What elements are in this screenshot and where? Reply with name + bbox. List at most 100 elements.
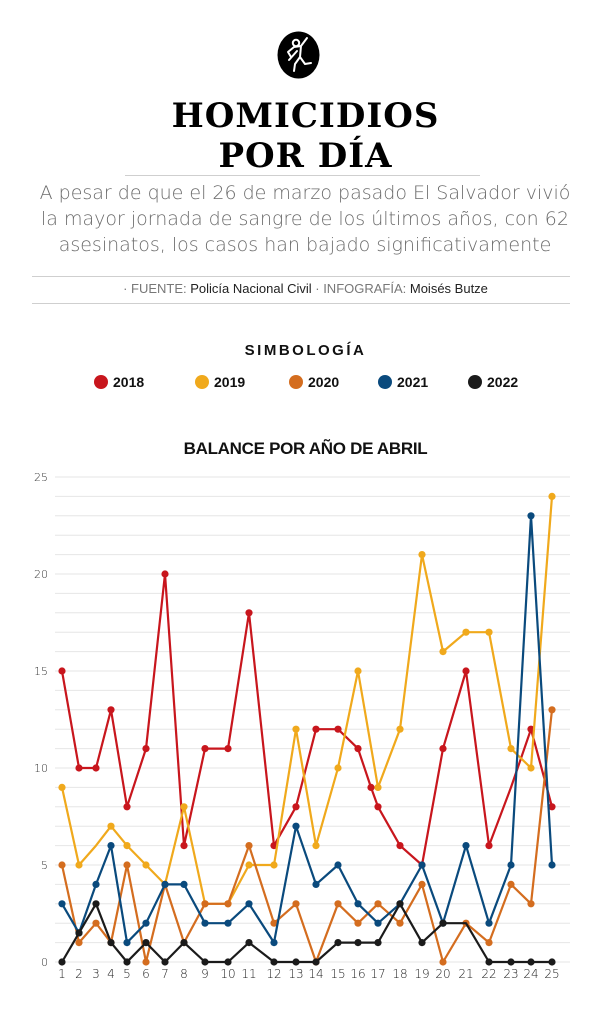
data-point-2020 (396, 919, 404, 927)
x-tick-label: 22 (481, 967, 496, 981)
data-point-2020 (527, 900, 535, 908)
data-point-2020 (224, 900, 232, 908)
legend-title: SIMBOLOGÍA (244, 342, 367, 359)
legend-label: 2018 (113, 374, 145, 390)
data-point-2022 (439, 919, 447, 927)
y-tick-label: 20 (34, 568, 48, 581)
x-tick-label: 11 (241, 967, 256, 981)
data-point-2019 (334, 764, 342, 772)
data-point-2022 (123, 958, 131, 966)
data-point-2020 (75, 939, 83, 947)
data-point-2022 (107, 939, 115, 947)
data-point-2018 (354, 745, 362, 753)
data-point-2022 (312, 958, 320, 966)
data-point-2019 (142, 861, 150, 869)
data-point-2019 (527, 764, 535, 772)
source-label: · FUENTE: (123, 281, 191, 296)
data-point-2020 (548, 706, 556, 714)
data-point-2018 (334, 725, 342, 733)
data-point-2021 (224, 919, 232, 927)
x-axis-ticks: 1 2 3 4 5 6 7 8 9 10 11 12 13 14 15 16 17 18 19 20 21 22 23 24 2… (58, 967, 559, 981)
data-point-2018 (312, 725, 320, 733)
data-point-2020 (485, 939, 493, 947)
data-point-2018 (292, 803, 300, 811)
data-point-2021 (354, 900, 362, 908)
x-tick-label: 12 (266, 967, 281, 981)
x-tick-label: 16 (350, 967, 365, 981)
x-tick-label: 3 (92, 967, 100, 981)
data-point-2020 (292, 900, 300, 908)
x-tick-label: 5 (123, 967, 131, 981)
data-point-2022 (201, 958, 209, 966)
data-point-2021 (92, 880, 100, 888)
data-point-2022 (418, 939, 426, 947)
data-point-2018 (161, 570, 169, 578)
series-2018 (58, 570, 556, 869)
data-point-2019 (75, 861, 83, 869)
y-tick-label: 0 (41, 956, 48, 969)
data-point-2020 (123, 861, 131, 869)
data-point-2020 (334, 900, 342, 908)
data-point-2018 (374, 803, 382, 811)
data-point-2021 (180, 880, 188, 888)
data-point-2022 (548, 958, 556, 966)
y-axis-ticks: 0 5 10 15 20 25 (34, 471, 48, 969)
data-point-2022 (354, 939, 362, 947)
x-tick-label: 10 (220, 967, 235, 981)
legend-label: 2021 (397, 374, 429, 390)
data-point-2020 (507, 880, 515, 888)
data-point-2020 (245, 842, 253, 850)
data-point-2021 (292, 822, 300, 830)
infographic-label: · INFOGRAFÍA: (311, 281, 410, 296)
page-title-line2: POR DÍA (218, 136, 393, 176)
legend-dot-2019 (195, 375, 209, 389)
data-point-2022 (527, 958, 535, 966)
legend-dot-2020 (289, 375, 303, 389)
x-tick-label: 19 (414, 967, 429, 981)
legend-label: 2022 (487, 374, 519, 390)
body-outline-icon (277, 31, 320, 79)
x-tick-label: 8 (180, 967, 188, 981)
data-point-2018 (123, 803, 131, 811)
subtitle: A pesar de que el 26 de marzo pasado El … (39, 182, 571, 256)
data-point-2021 (270, 939, 278, 947)
series-2022 (58, 900, 556, 966)
data-point-2021 (58, 900, 66, 908)
data-point-2022 (245, 939, 253, 947)
x-tick-label: 1 (58, 967, 66, 981)
data-point-2020 (354, 919, 362, 927)
data-point-2021 (123, 939, 131, 947)
series-line-2020 (60, 709, 554, 964)
data-point-2022 (75, 929, 83, 937)
data-point-2021 (245, 900, 253, 908)
data-point-2019 (396, 725, 404, 733)
legend-label: 2019 (214, 374, 246, 390)
series-2020 (58, 706, 556, 966)
data-point-2020 (201, 900, 209, 908)
data-point-2022 (507, 958, 515, 966)
data-point-2018 (367, 783, 375, 791)
data-point-2020 (142, 958, 150, 966)
x-tick-label: 20 (435, 967, 450, 981)
x-tick-label: 15 (330, 967, 345, 981)
y-tick-label: 25 (34, 471, 48, 484)
data-point-2021 (462, 842, 470, 850)
data-point-2019 (292, 725, 300, 733)
chart-title: BALANCE POR AÑO DE ABRIL (183, 439, 428, 458)
x-tick-label: 18 (392, 967, 407, 981)
data-point-2018 (107, 706, 115, 714)
data-point-2019 (58, 783, 66, 791)
data-point-2021 (548, 861, 556, 869)
series-lines (58, 492, 556, 966)
divider (32, 276, 570, 277)
x-tick-label: 2 (75, 967, 83, 981)
data-point-2022 (92, 900, 100, 908)
data-point-2022 (270, 958, 278, 966)
data-point-2019 (548, 492, 556, 500)
legend-dot-2022 (468, 375, 482, 389)
data-point-2020 (439, 958, 447, 966)
data-point-2018 (58, 667, 66, 675)
infographic-value: Moisés Butze (409, 281, 488, 296)
data-point-2019 (418, 551, 426, 559)
data-point-2018 (75, 764, 83, 772)
